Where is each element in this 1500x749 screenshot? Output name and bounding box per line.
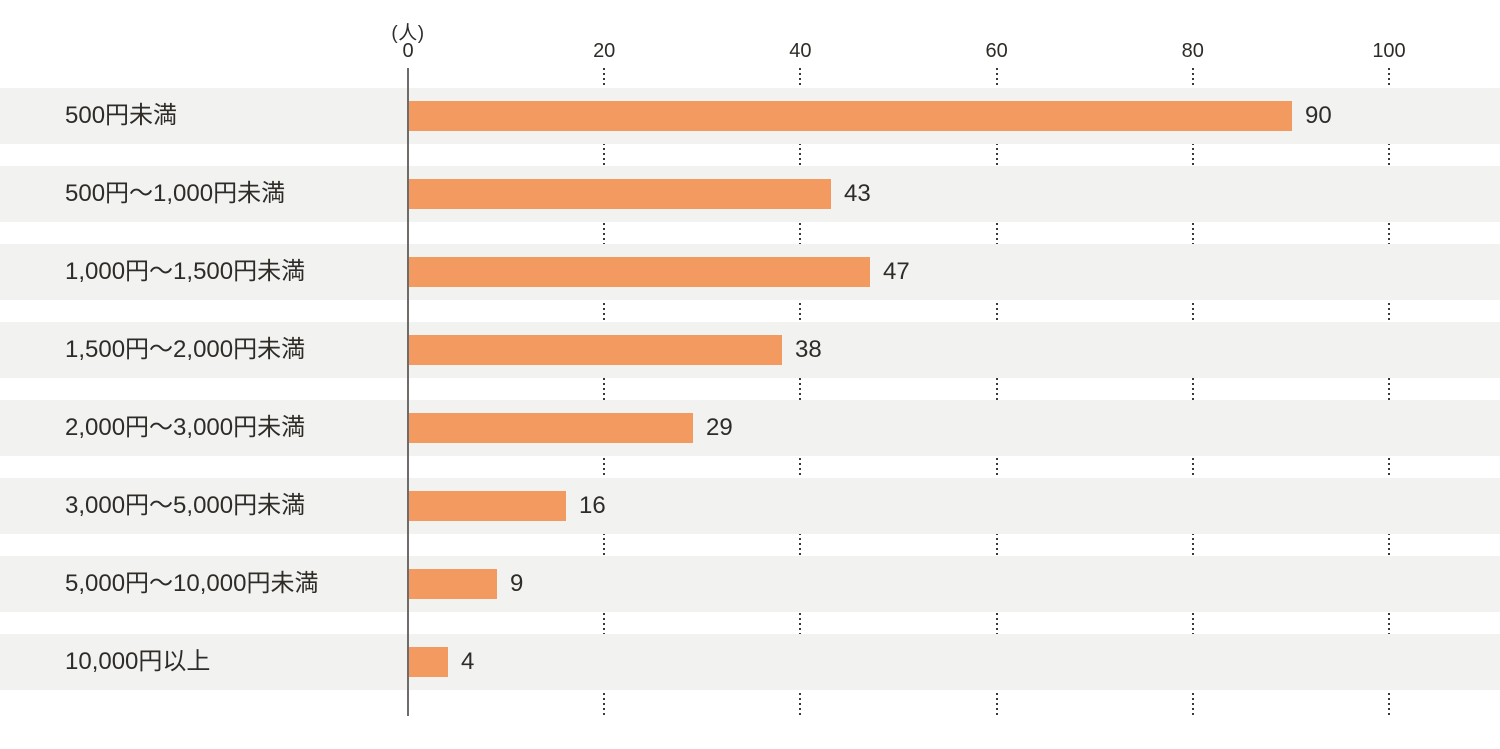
category-label: 5,000円〜10,000円未満 — [65, 570, 319, 597]
x-axis-tick-label: 20 — [593, 40, 616, 62]
value-label: 47 — [883, 258, 910, 285]
x-axis-tick-label: 80 — [1181, 40, 1204, 62]
value-label: 90 — [1305, 102, 1332, 129]
row-band: 5,000円〜10,000円未満 — [0, 556, 1500, 612]
row-band: 10,000円以上 — [0, 634, 1500, 690]
bar — [409, 569, 497, 599]
category-label: 1,500円〜2,000円未満 — [65, 336, 306, 363]
value-label: 38 — [795, 336, 822, 363]
category-label: 1,000円〜1,500円未満 — [65, 258, 306, 285]
category-label: 10,000円以上 — [65, 648, 211, 675]
bar — [409, 647, 448, 677]
category-label: 500円〜1,000円未満 — [65, 180, 286, 207]
y-axis-line — [407, 68, 409, 716]
dotted-gridline — [799, 68, 802, 718]
dotted-gridline — [1388, 68, 1390, 718]
bar — [409, 257, 870, 287]
category-label: 3,000円〜5,000円未満 — [65, 492, 306, 519]
category-label: 2,000円〜3,000円未満 — [65, 414, 306, 441]
dotted-gridline — [995, 68, 998, 718]
value-label: 4 — [461, 648, 475, 675]
bar — [409, 413, 693, 443]
row-band: 2,000円〜3,000円未満 — [0, 400, 1500, 456]
value-label: 29 — [706, 414, 733, 441]
dotted-gridline — [603, 68, 606, 718]
row-band: 500円〜1,000円未満 — [0, 166, 1500, 222]
dotted-gridline — [1191, 68, 1194, 718]
row-band: 3,000円〜5,000円未満 — [0, 478, 1500, 534]
bar — [409, 101, 1292, 131]
x-axis-tick-label: 100 — [1372, 40, 1406, 62]
x-axis-tick-label: 40 — [789, 40, 812, 62]
category-label: 500円未満 — [65, 102, 178, 129]
bar — [409, 335, 782, 365]
x-axis-tick-label: 0 — [402, 40, 414, 62]
value-label: 16 — [579, 492, 606, 519]
axis-unit-label: (人) — [391, 23, 425, 44]
bar — [409, 491, 566, 521]
value-label: 9 — [510, 570, 524, 597]
bar — [409, 179, 831, 209]
value-label: 43 — [844, 180, 871, 207]
x-axis-tick-label: 60 — [985, 40, 1008, 62]
